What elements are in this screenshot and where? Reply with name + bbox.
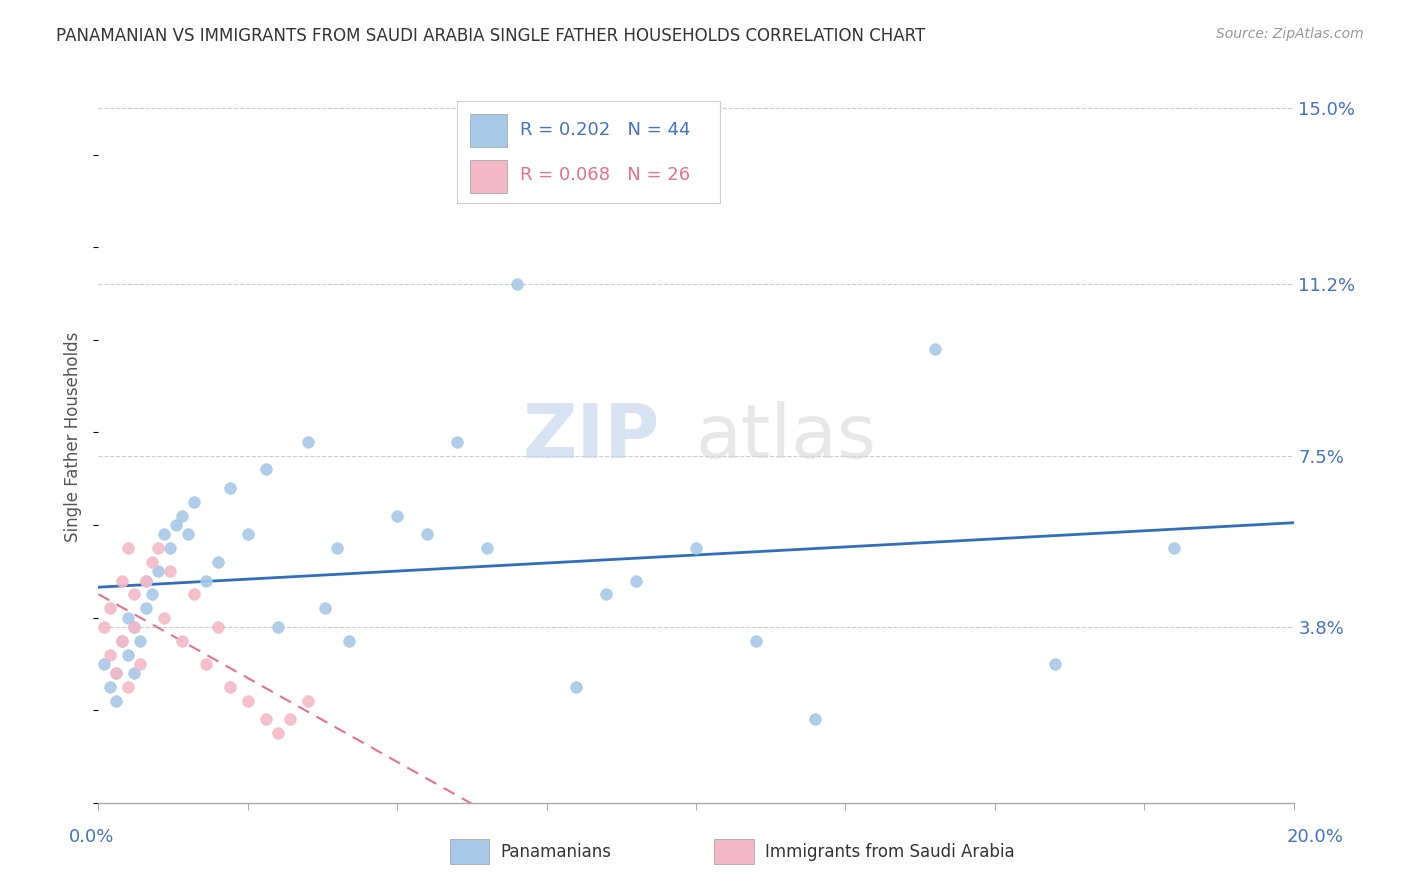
Point [565, 680, 588, 694]
Point [148, 565, 170, 579]
Point [124, 666, 146, 681]
Point [183, 495, 205, 509]
Point [124, 587, 146, 601]
Text: ZIP: ZIP [523, 401, 661, 474]
Point [129, 657, 152, 671]
Point [267, 620, 290, 634]
Text: Immigrants from Saudi Arabia: Immigrants from Saudi Arabia [765, 843, 1015, 861]
Point [207, 620, 229, 634]
Point [93, 620, 115, 634]
Point [124, 620, 146, 634]
Text: 20.0%: 20.0% [1286, 828, 1343, 846]
Point [117, 541, 139, 556]
Point [236, 527, 259, 541]
Point [172, 633, 194, 648]
Point [183, 587, 205, 601]
Point [111, 574, 134, 588]
Point [177, 527, 200, 541]
Point [124, 620, 146, 634]
Point [159, 565, 181, 579]
Point [135, 601, 157, 615]
Point [1163, 541, 1185, 556]
Point [1043, 657, 1066, 671]
Point [278, 713, 301, 727]
Point [172, 508, 194, 523]
Point [148, 541, 170, 556]
Point [326, 541, 349, 556]
Point [98, 648, 122, 662]
Point [685, 541, 707, 556]
Point [236, 694, 259, 708]
Point [141, 555, 163, 569]
Point [135, 574, 157, 588]
Point [195, 657, 218, 671]
Point [506, 277, 529, 292]
Point [98, 680, 122, 694]
Point [416, 527, 439, 541]
Text: Source: ZipAtlas.com: Source: ZipAtlas.com [1216, 27, 1364, 41]
Point [219, 481, 242, 495]
Point [111, 633, 134, 648]
Point [117, 680, 139, 694]
Point [207, 555, 229, 569]
Point [385, 508, 409, 523]
Point [117, 610, 139, 624]
Point [159, 541, 181, 556]
Y-axis label: Single Father Households: Single Father Households [65, 332, 83, 542]
Text: 0.0%: 0.0% [69, 828, 114, 846]
Point [165, 518, 187, 533]
Point [267, 726, 290, 740]
Point [129, 633, 152, 648]
Text: atlas: atlas [696, 401, 877, 474]
Point [105, 666, 128, 681]
Text: PANAMANIAN VS IMMIGRANTS FROM SAUDI ARABIA SINGLE FATHER HOUSEHOLDS CORRELATION : PANAMANIAN VS IMMIGRANTS FROM SAUDI ARAB… [56, 27, 925, 45]
Point [93, 657, 115, 671]
Text: Panamanians: Panamanians [501, 843, 612, 861]
Point [297, 694, 319, 708]
Point [195, 574, 218, 588]
Point [446, 434, 468, 449]
Point [254, 462, 277, 476]
Bar [714, 839, 754, 864]
Point [595, 587, 617, 601]
Point [475, 541, 498, 556]
Point [135, 574, 157, 588]
Point [105, 666, 128, 681]
Point [339, 633, 361, 648]
Point [315, 601, 337, 615]
Point [117, 648, 139, 662]
Point [804, 713, 827, 727]
Point [745, 633, 768, 648]
Point [626, 574, 648, 588]
Point [219, 680, 242, 694]
Point [153, 610, 176, 624]
Bar [450, 839, 489, 864]
Point [141, 587, 163, 601]
Point [111, 633, 134, 648]
Point [105, 694, 128, 708]
Point [254, 713, 277, 727]
Point [924, 342, 946, 356]
Point [98, 601, 122, 615]
Point [297, 434, 319, 449]
Point [153, 527, 176, 541]
